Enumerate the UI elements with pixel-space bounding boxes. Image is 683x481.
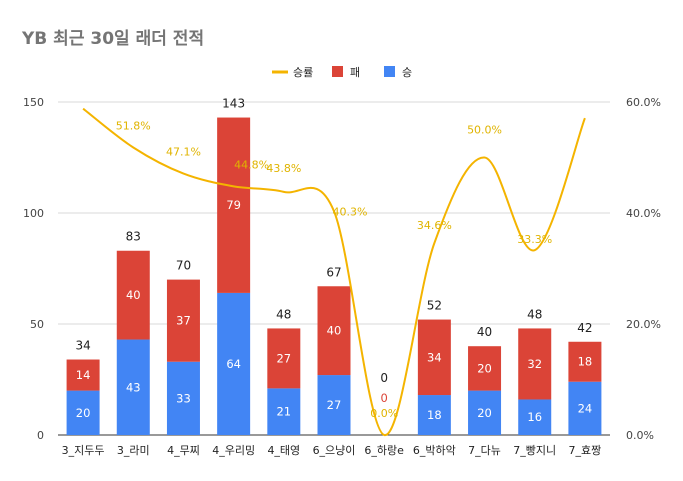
bar-win-label: 16 <box>527 410 542 424</box>
bar-total-label: 48 <box>527 307 542 321</box>
category-label: 6_하랑e <box>364 443 404 457</box>
bar-loss <box>468 346 502 391</box>
category-label: 4_태영 <box>267 444 300 457</box>
bar-loss <box>417 319 451 396</box>
bar-win <box>116 339 150 435</box>
y-left-tick-label: 150 <box>23 96 44 109</box>
bar-total-label: 67 <box>326 265 341 279</box>
bar-total-label: 40 <box>477 325 492 339</box>
bar-win-label: 27 <box>327 398 342 412</box>
bar-win <box>317 375 351 435</box>
bar-win-label: 21 <box>276 405 291 419</box>
legend-loss-swatch <box>332 66 343 77</box>
bar-loss-label: 27 <box>276 351 291 365</box>
bar-loss-label: 32 <box>527 357 542 371</box>
bar-loss-label: 34 <box>427 350 442 364</box>
bar-loss <box>317 286 351 376</box>
bar-win-label: 20 <box>76 406 91 420</box>
legend-label-winrate: 승률 <box>293 66 313 79</box>
winrate-label: 34.6% <box>417 219 452 232</box>
category-label: 4_우리밍 <box>212 444 255 457</box>
bar-total-label: 0 <box>380 371 388 385</box>
y-right-tick-label: 0.0% <box>626 429 654 442</box>
bar-win <box>66 390 100 435</box>
bar-win <box>568 381 602 435</box>
bar-total-label: 52 <box>427 299 442 313</box>
left-axis: 0 50 100 150 <box>23 96 44 442</box>
bar-win-label: 64 <box>226 357 241 371</box>
bar-total-label: 83 <box>126 230 141 244</box>
bar-win <box>468 390 502 435</box>
bar-win <box>166 361 200 435</box>
bar-total-label: 42 <box>577 321 592 335</box>
winrate-line: 51.8% 47.1% 44.8%43.8% 40.3% 0.0% 34.6% 50.0% 3… <box>82 107 586 436</box>
winrate-label: 44.8% <box>234 158 269 171</box>
category-axis: 3_지두두 3_라미 4_무찌 4_우리밍 4_태영 6_으냥이 6_하랑e 6_박하악 7_다… <box>62 443 602 457</box>
bar-loss <box>166 279 200 362</box>
category-label: 3_지두두 <box>62 444 105 457</box>
category-label: 7_빵지니 <box>513 444 556 457</box>
winrate-label: 51.8% <box>116 120 151 133</box>
winrate-label: 0.0% <box>370 407 398 420</box>
winrate-label: 33.3% <box>517 233 552 246</box>
bars: 20 14 34 43 40 83 33 37 70 64 79 143 21 27 48 27 40 67 0 0 1… <box>66 97 602 435</box>
bar-win-label: 18 <box>427 408 442 422</box>
category-label: 7_효짱 <box>569 444 602 457</box>
bar-loss-label: 37 <box>176 314 191 328</box>
legend: 승률 패 승 <box>272 66 412 79</box>
bar-win <box>217 292 251 435</box>
winrate-label: 43.8% <box>266 162 301 175</box>
bar-loss-label: 40 <box>126 288 141 302</box>
bar-total-label: 70 <box>176 259 191 273</box>
category-label: 3_라미 <box>117 444 150 457</box>
bar-loss-label: 0 <box>381 391 388 405</box>
y-right-tick-label: 20.0% <box>626 318 661 331</box>
y-left-tick-label: 50 <box>30 318 44 331</box>
winrate-label: 40.3% <box>333 205 368 218</box>
bar-loss <box>217 117 251 293</box>
bar-total-label: 143 <box>222 97 245 111</box>
bar-loss-label: 40 <box>327 324 342 338</box>
bar-loss-label: 20 <box>477 361 492 375</box>
bar-loss <box>267 328 301 389</box>
category-label: 4_무찌 <box>167 444 200 457</box>
bar-win-label: 24 <box>578 401 593 415</box>
bar-win-label: 20 <box>477 406 492 420</box>
winrate-line-path <box>82 107 586 436</box>
bar-win-label: 33 <box>176 391 191 405</box>
bar-loss-label: 18 <box>578 355 593 369</box>
winrate-label: 50.0% <box>467 124 502 137</box>
legend-win-swatch <box>384 66 395 77</box>
bar-loss-label: 14 <box>76 368 91 382</box>
category-label: 6_으냥이 <box>313 444 356 457</box>
right-axis: 0.0% 20.0% 40.0% 60.0% <box>626 96 661 442</box>
winrate-label: 47.1% <box>166 146 201 159</box>
legend-label-loss: 패 <box>350 66 360 79</box>
bar-win <box>267 388 301 435</box>
legend-label-win: 승 <box>402 66 412 79</box>
bar-total-label: 48 <box>276 307 291 321</box>
bar-loss <box>518 328 552 400</box>
bar-total-label: 34 <box>75 339 90 353</box>
bar-loss-label: 79 <box>226 198 241 212</box>
category-label: 6_박하악 <box>413 443 456 457</box>
bar-win <box>518 399 552 435</box>
y-right-tick-label: 40.0% <box>626 207 661 220</box>
chart-title: YB 최근 30일 래더 전적 <box>21 29 204 49</box>
bar-loss <box>66 359 100 391</box>
bar-win <box>417 395 451 435</box>
bar-loss <box>116 250 150 340</box>
y-right-tick-label: 60.0% <box>626 96 661 109</box>
bar-loss <box>568 341 602 382</box>
y-left-tick-label: 0 <box>37 429 44 442</box>
y-left-tick-label: 100 <box>23 207 44 220</box>
category-label: 7_다뉴 <box>468 444 501 457</box>
bar-win-label: 43 <box>126 380 141 394</box>
